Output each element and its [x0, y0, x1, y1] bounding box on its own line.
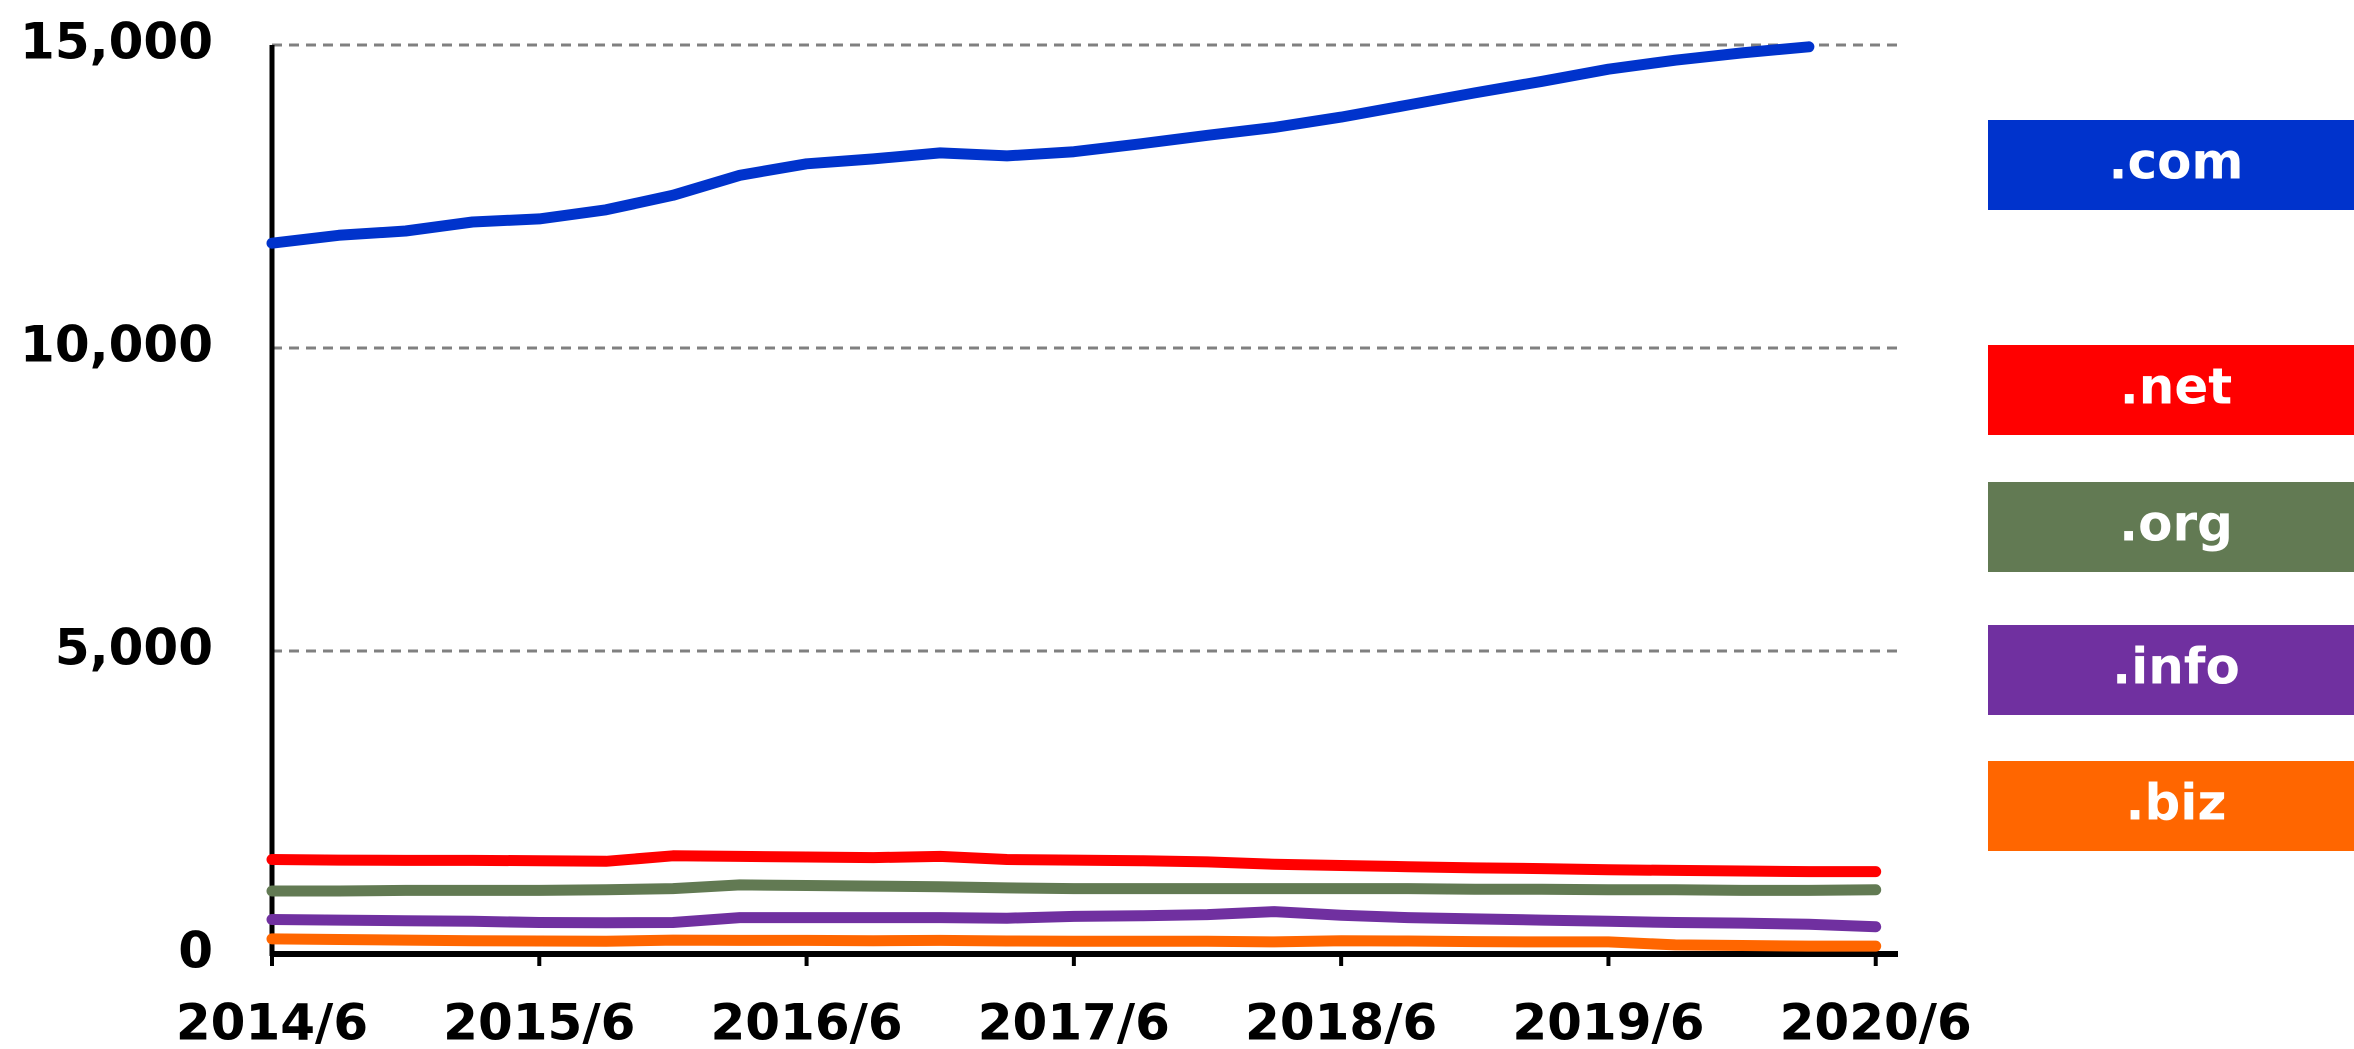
series-line — [266, 933, 1882, 952]
legend-label: .biz — [2125, 774, 2226, 832]
legend-label: .net — [2120, 358, 2232, 416]
series-line — [266, 41, 1815, 249]
x-tick-label: 2014/6 — [176, 994, 368, 1049]
legend-swatch — [1988, 482, 2354, 572]
x-tick-label: 2017/6 — [978, 994, 1170, 1049]
series-line — [266, 906, 1882, 933]
x-tick-label: 2019/6 — [1512, 994, 1704, 1049]
series-line — [266, 850, 1882, 878]
legend-label: .com — [2108, 133, 2243, 191]
x-tick-label: 2015/6 — [443, 994, 635, 1049]
x-tick-label: 2020/6 — [1780, 994, 1972, 1049]
legend-label: .info — [2112, 638, 2240, 696]
y-tick-label: 10,000 — [20, 316, 213, 374]
series-line — [266, 879, 1882, 897]
y-tick-label: 5,000 — [55, 619, 213, 677]
x-tick-label: 2018/6 — [1245, 994, 1437, 1049]
legend-swatch — [1988, 761, 2354, 851]
x-tick-label: 2016/6 — [710, 994, 902, 1049]
y-tick-label: 15,000 — [20, 13, 213, 71]
legend-label: .org — [2119, 495, 2233, 553]
y-tick-label: 0 — [178, 922, 213, 980]
legend-swatch — [1988, 345, 2354, 435]
legend-swatch — [1988, 625, 2354, 715]
legend-swatch — [1988, 120, 2354, 210]
